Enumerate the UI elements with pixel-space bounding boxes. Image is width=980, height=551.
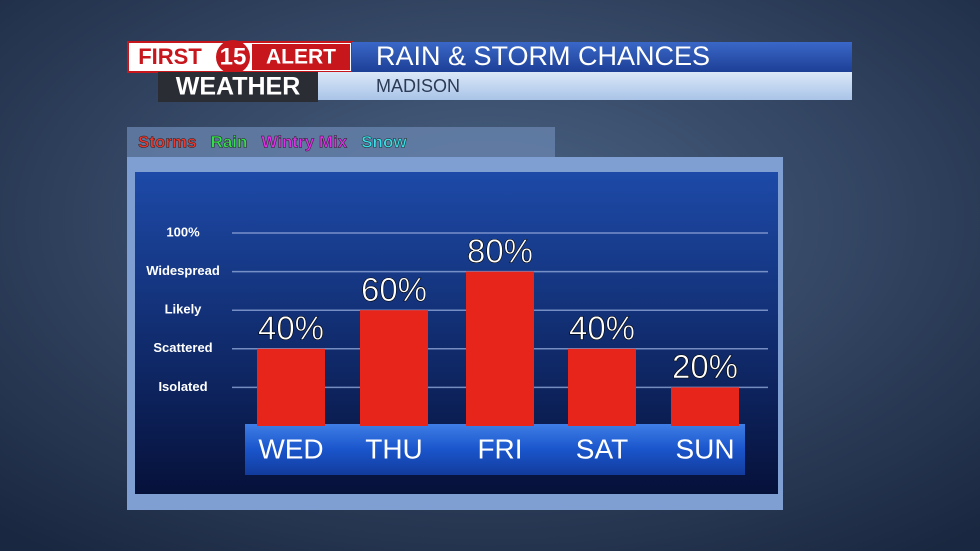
legend-entry: Snow — [361, 132, 407, 151]
subtitle-bar — [318, 72, 852, 100]
bar — [360, 310, 428, 426]
legend-box — [127, 127, 555, 157]
value-label: 40% — [569, 310, 635, 347]
logo-left: FIRST — [138, 44, 202, 69]
legend-entry: Wintry Mix — [261, 132, 347, 151]
chart-subtitle: MADISON — [376, 76, 460, 96]
logo-red — [252, 44, 350, 70]
x-tick-label: FRI — [477, 433, 522, 464]
y-tick-label: Scattered — [153, 340, 212, 355]
logo-bottom-box — [158, 72, 318, 102]
x-tick-label: SAT — [576, 433, 628, 464]
value-label: 40% — [258, 310, 324, 347]
y-tick-label: Likely — [165, 302, 203, 317]
category-band — [245, 424, 745, 475]
bar — [466, 271, 534, 426]
logo-number: 15 — [220, 43, 247, 70]
logo-badge — [216, 40, 250, 74]
x-tick-label: THU — [365, 433, 423, 464]
bar — [671, 387, 739, 426]
legend-entry: Storms — [138, 132, 197, 151]
legend-entry: Rain — [211, 132, 248, 151]
bar — [257, 348, 325, 426]
value-label: 60% — [361, 271, 427, 308]
logo-bottom: WEATHER — [176, 73, 301, 101]
y-tick-label: 100% — [166, 224, 200, 239]
y-tick-label: Isolated — [158, 379, 207, 394]
chart-title: RAIN & STORM CHANCES — [376, 41, 710, 71]
title-bar — [352, 42, 852, 72]
x-tick-label: SUN — [675, 433, 734, 464]
y-tick-label: Widespread — [146, 263, 220, 278]
x-tick-label: WED — [258, 433, 323, 464]
bar — [568, 348, 636, 426]
value-label: 20% — [672, 348, 738, 385]
logo-right: ALERT — [266, 46, 336, 69]
value-label: 80% — [467, 232, 533, 269]
